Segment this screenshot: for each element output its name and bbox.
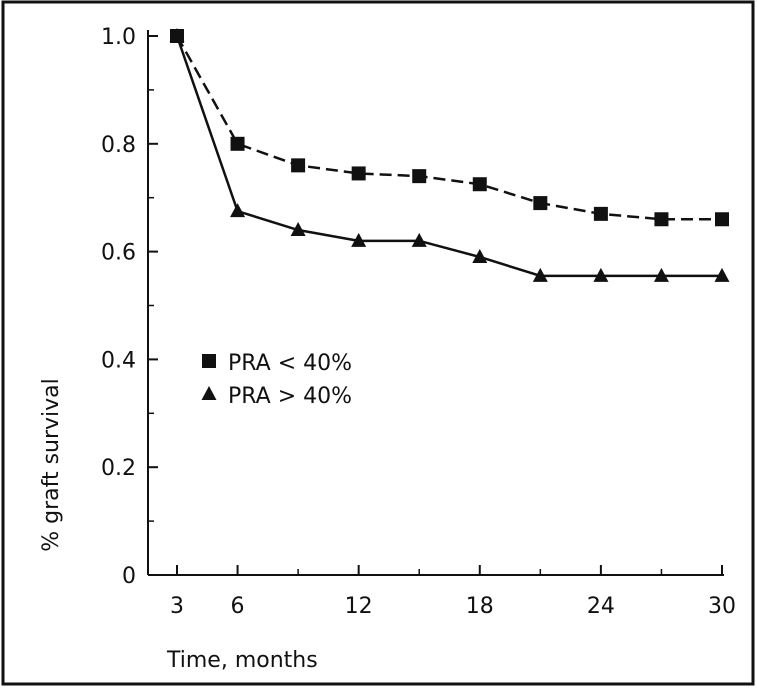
legend-marker-triangle xyxy=(201,386,217,400)
data-point-triangle xyxy=(714,267,730,282)
x-tick-label: 6 xyxy=(231,594,245,619)
legend-label: PRA < 40% xyxy=(228,351,352,376)
legend-marker-square xyxy=(202,354,216,368)
data-point-triangle xyxy=(653,267,669,282)
series-triangle xyxy=(169,28,730,282)
data-point-square xyxy=(593,206,608,221)
data-point-square xyxy=(472,177,487,192)
data-point-square xyxy=(533,196,548,211)
x-tick-label: 3 xyxy=(170,594,184,619)
series-line xyxy=(175,35,722,221)
x-tick-label: 18 xyxy=(466,594,494,619)
legend-item: PRA > 40% xyxy=(201,384,352,409)
x-tick-label: 12 xyxy=(345,594,373,619)
data-point-square xyxy=(412,169,427,184)
data-point-triangle xyxy=(230,203,246,218)
data-point-triangle xyxy=(593,267,609,282)
data-point-triangle xyxy=(472,248,488,263)
legend-item: PRA < 40% xyxy=(202,351,352,376)
legend: PRA < 40% PRA > 40% xyxy=(201,351,352,409)
data-point-triangle xyxy=(169,28,185,42)
data-point-triangle xyxy=(411,232,427,247)
x-tick-label: 30 xyxy=(708,594,736,619)
data-point-triangle xyxy=(532,267,548,282)
data-point-square xyxy=(351,166,366,181)
y-tick-label: 0.8 xyxy=(101,133,136,158)
data-point-square xyxy=(291,158,306,173)
data-point-triangle xyxy=(290,222,306,237)
series-square xyxy=(170,29,729,227)
y-tick-label: 1.0 xyxy=(101,25,136,50)
y-tick-label: 0.4 xyxy=(101,348,136,373)
x-tick-label: 24 xyxy=(587,594,615,619)
legend-label: PRA > 40% xyxy=(228,384,352,409)
y-tick-label: 0.6 xyxy=(101,241,136,266)
series-layer xyxy=(169,28,730,282)
y-tick-label: 0 xyxy=(122,564,136,589)
data-point-square xyxy=(715,212,729,227)
y-axis-title: % graft survival xyxy=(39,378,64,552)
axes: 0 0.2 0.4 0.6 0.8 1.0 3 6 12 18 24 30 xyxy=(101,25,736,619)
series-line xyxy=(175,35,722,278)
x-axis-title: Time, months xyxy=(166,648,318,673)
y-tick-label: 0.2 xyxy=(101,456,136,481)
data-point-square xyxy=(654,212,669,227)
data-point-square xyxy=(230,136,245,151)
data-point-triangle xyxy=(351,232,367,247)
